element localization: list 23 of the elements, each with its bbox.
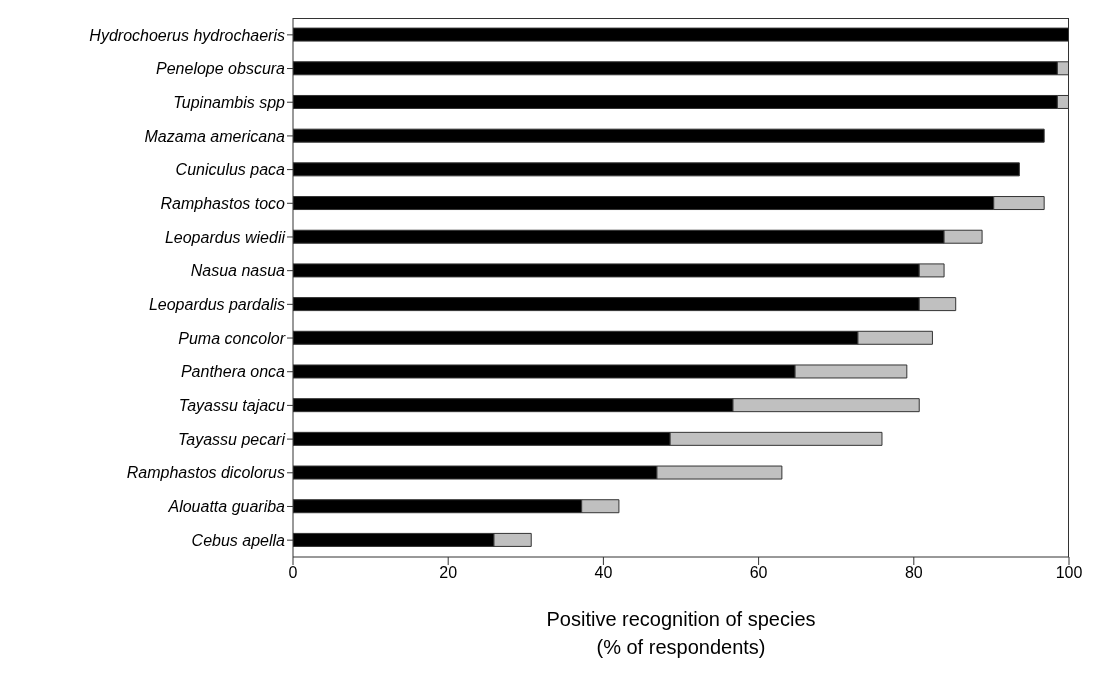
y-tick-label: Hydrochoerus hydrochaeris: [89, 26, 285, 44]
x-tick-label: 40: [594, 564, 613, 582]
y-tick-label: Ramphastos dicolorus: [126, 464, 285, 482]
y-tick-label: Leopardus pardalis: [148, 296, 285, 314]
y-tick-label: Tupinambis spp: [173, 93, 286, 111]
x-tick-label: 0: [288, 564, 298, 582]
y-tick-label: Tayassu tajacu: [178, 397, 286, 415]
x-tick-label: 80: [904, 564, 923, 582]
y-tick-label: Panthera onca: [180, 363, 286, 381]
y-tick-label: Cuniculus paca: [175, 161, 286, 179]
y-tick-label: Tayassu pecari: [177, 430, 286, 448]
y-tick-label: Nasua nasua: [190, 262, 286, 280]
x-tick-label: 20: [439, 564, 458, 582]
y-tick-label: Penelope obscura: [156, 60, 286, 78]
y-tick-label: Mazama americana: [144, 127, 286, 145]
x-axis-title: Positive recognition of species (% of respondents): [545, 607, 817, 660]
y-tick-label: Alouatta guariba: [167, 498, 286, 516]
y-tick-label: Cebus apella: [191, 531, 286, 549]
x-tick-label: 60: [749, 564, 768, 582]
x-tick-label: 100: [1055, 564, 1083, 582]
y-tick-label: Puma concolor: [178, 329, 286, 347]
y-tick-label: Leopardus wiedii: [164, 228, 286, 246]
y-tick-label: Ramphastos toco: [160, 194, 286, 212]
